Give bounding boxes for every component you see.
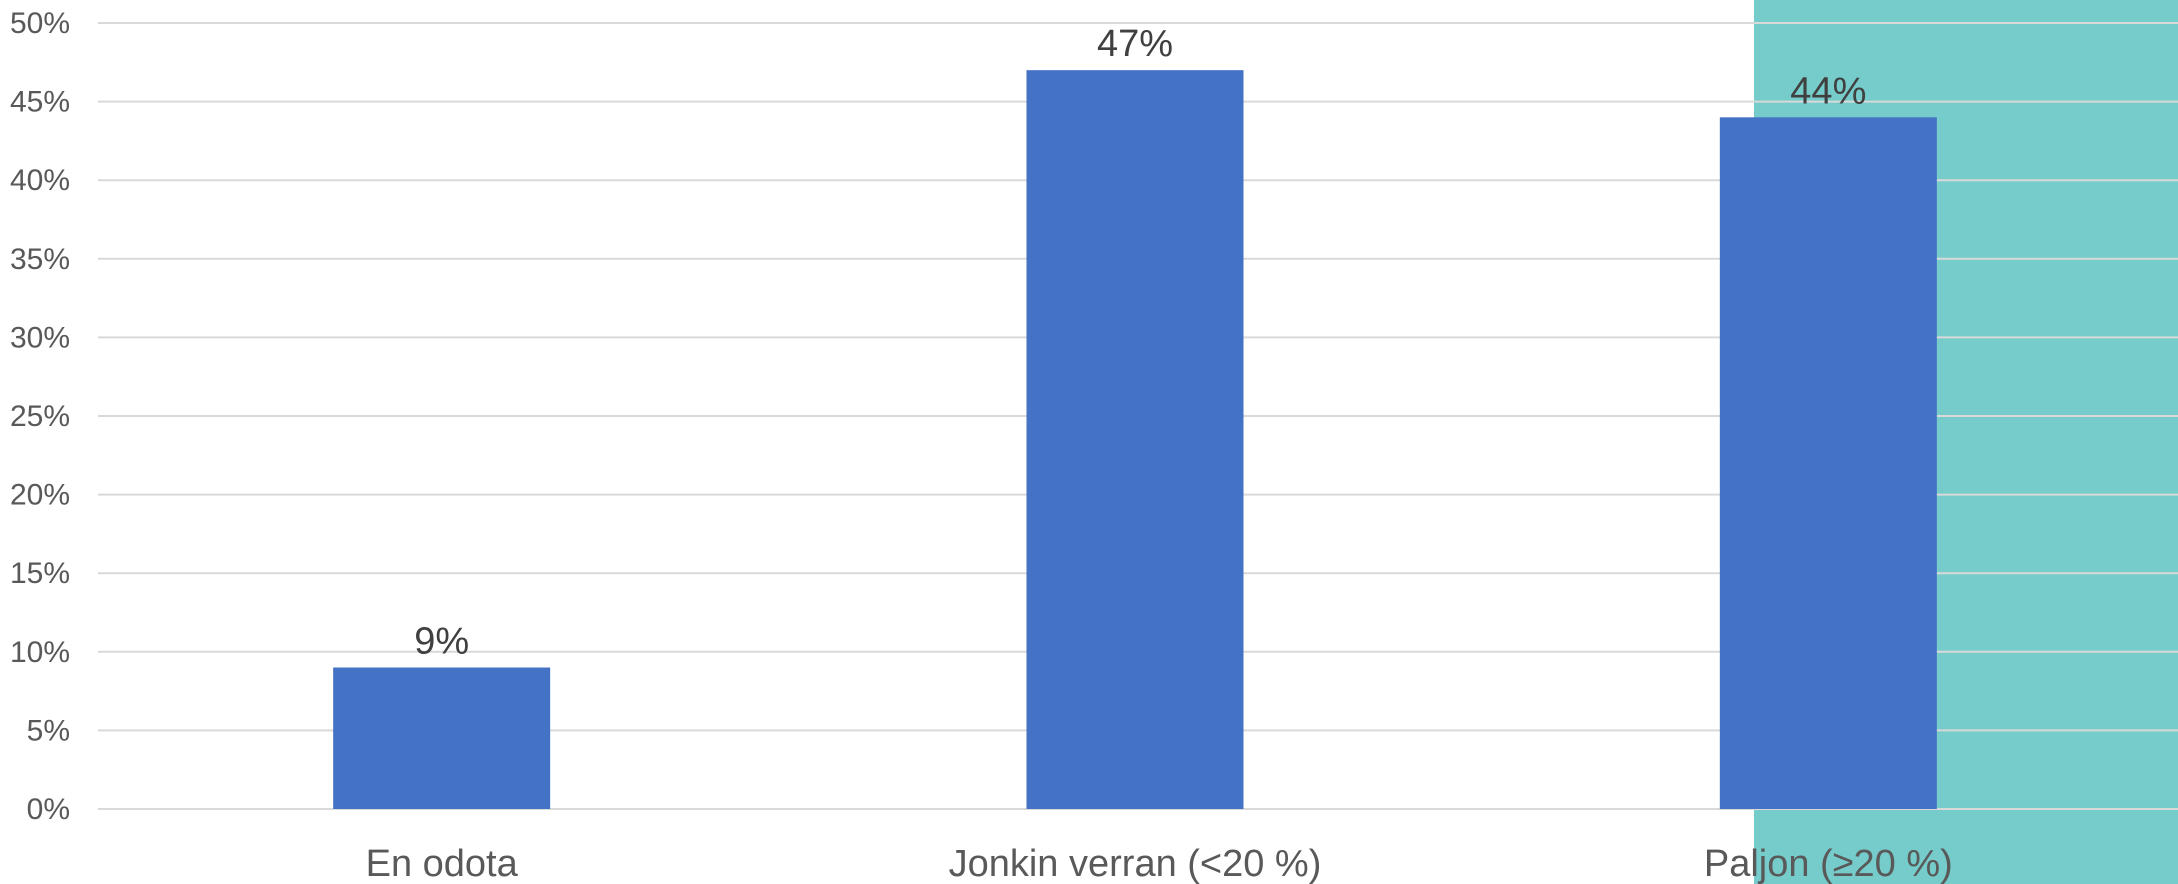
y-axis: 0% 5% 10% 15% 20% 25% 30% 35% 40% 45% 50% (10, 7, 70, 826)
data-labels: 9% 47% 44% (414, 23, 1866, 662)
x-axis: En odota Jonkin verran (<20 %) Paljon (≥20… (366, 843, 1953, 884)
y-tick-label: 30% (10, 321, 70, 354)
y-tick-label: 40% (10, 164, 70, 197)
bar (333, 667, 551, 809)
x-category-label: Paljon (≥20 %) (1704, 843, 1953, 884)
y-tick-label: 0% (27, 793, 70, 826)
y-tick-label: 15% (10, 557, 70, 590)
y-tick-label: 35% (10, 243, 70, 276)
x-category-label: En odota (366, 843, 519, 884)
y-tick-label: 25% (10, 400, 70, 433)
data-label: 47% (1097, 23, 1173, 65)
bar (1026, 70, 1244, 809)
x-category-label: Jonkin verran (<20 %) (949, 843, 1322, 884)
data-label: 44% (1790, 70, 1866, 112)
y-tick-label: 50% (10, 7, 70, 40)
bar (1719, 117, 1937, 809)
y-tick-label: 5% (27, 714, 70, 747)
y-tick-label: 20% (10, 479, 70, 512)
bars (333, 70, 1937, 809)
y-tick-label: 45% (10, 86, 70, 119)
data-label: 9% (414, 621, 469, 663)
y-tick-label: 10% (10, 636, 70, 669)
